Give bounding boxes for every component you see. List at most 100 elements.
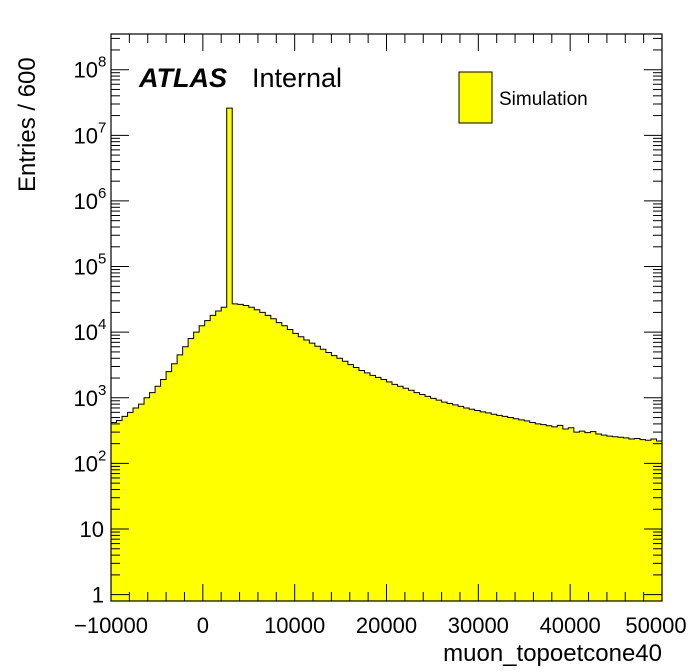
legend-swatch-simulation [458,71,493,124]
y-tick-exponent: 8 [98,54,106,71]
histogram-bar [634,438,641,601]
histogram-bar [331,355,338,601]
histogram-bar [447,403,454,601]
axis-ticks [110,34,663,601]
histogram-bar [237,304,244,601]
histogram-bar [133,407,139,601]
y-tick-exponent: 3 [98,382,106,399]
histogram-bar [193,332,200,601]
histogram-bar [226,108,233,601]
histogram-bar [347,364,354,601]
histogram-bar [336,358,343,601]
histogram-bar [111,422,117,601]
histogram-bar [551,426,558,601]
legend: Simulation [458,71,588,124]
histogram-bar [584,432,591,601]
histogram-bar [199,325,206,601]
x-tick-label: −10000 [74,613,148,638]
histogram-bar [463,407,470,601]
histogram-bar [601,435,608,601]
histogram-bar [270,318,277,601]
histogram-bar [612,436,619,601]
histogram-bar [590,431,597,601]
y-tick-exponent: 5 [98,251,106,268]
histogram-bar [254,309,261,601]
histogram-bar [579,431,586,601]
histogram-bar [149,392,156,601]
histogram-bar [309,343,316,601]
histogram-bar [259,312,266,601]
histogram-bar [127,412,134,601]
histogram-bar [656,440,663,601]
histogram-bar [358,370,365,601]
histogram-bar [403,388,409,601]
y-tick-label: 10 [74,255,98,280]
histogram-bar [364,372,371,601]
histogram-bar [480,411,487,601]
histogram-bar [177,354,184,601]
atlas-status-label: Internal [252,63,342,93]
histogram-bar [617,437,624,601]
histogram-bars [111,107,663,601]
histogram-bar [397,386,404,601]
histogram-bar [188,338,195,601]
y-tick-exponent: 4 [98,316,106,333]
histogram-bar [155,386,161,601]
histogram-bar [281,325,288,601]
histogram-bar [342,361,349,601]
histogram-bar [122,416,128,601]
y-tick-label: 10 [80,517,104,542]
histogram-bar [314,346,321,601]
histogram-bar [595,434,602,601]
x-tick-label: 50000 [625,613,686,638]
histogram-bar [458,406,465,601]
histogram-bar [425,396,431,601]
histogram-bar [430,398,437,601]
histogram-bar [568,427,575,601]
histogram-bar [623,437,630,601]
y-tick-label: 10 [74,123,98,148]
histogram-bar [513,418,520,601]
histogram-bar [485,412,492,601]
histogram-bar [419,394,426,601]
histogram-bar [303,339,310,601]
histogram-bar [265,315,272,601]
histogram-outline [111,107,662,442]
x-tick-labels: −10000 0 10000 20000 30000 40000 50000 [74,613,687,638]
y-tick-exponent: 6 [98,185,106,202]
y-tick-label: 10 [74,189,98,214]
histogram-bar [507,417,514,601]
histogram-bar [557,425,564,601]
histogram-bar [408,390,415,601]
histogram-bar [562,428,569,601]
x-tick-label: 0 [197,613,209,638]
x-tick-label: 30000 [448,613,509,638]
histogram-bar [166,371,173,601]
histogram-bar [386,381,393,601]
histogram-bar [606,436,613,601]
histogram-bar [628,439,635,601]
y-tick-label: 1 [92,583,104,608]
histogram-bar [276,322,283,601]
histogram-bar [474,410,481,601]
legend-label-simulation: Simulation [499,89,588,110]
histogram-bar [645,440,652,601]
histogram-bar [369,375,376,601]
histogram-bar [392,384,398,601]
histogram-bar [496,415,503,601]
histogram-bar [204,320,211,601]
histogram-bar [138,404,145,601]
histogram-bar [573,432,580,601]
histogram-bar [540,424,547,601]
histogram-bar [518,419,525,601]
x-axis-title: muon_topoetcone40 [443,640,662,667]
histogram-bar [546,425,553,601]
histogram-bar [639,439,646,601]
x-tick-label: 40000 [540,613,601,638]
histogram-bar [436,400,442,601]
histogram-bar [535,423,542,601]
y-tick-exponent: 7 [98,119,106,136]
histogram-bar [298,336,305,601]
